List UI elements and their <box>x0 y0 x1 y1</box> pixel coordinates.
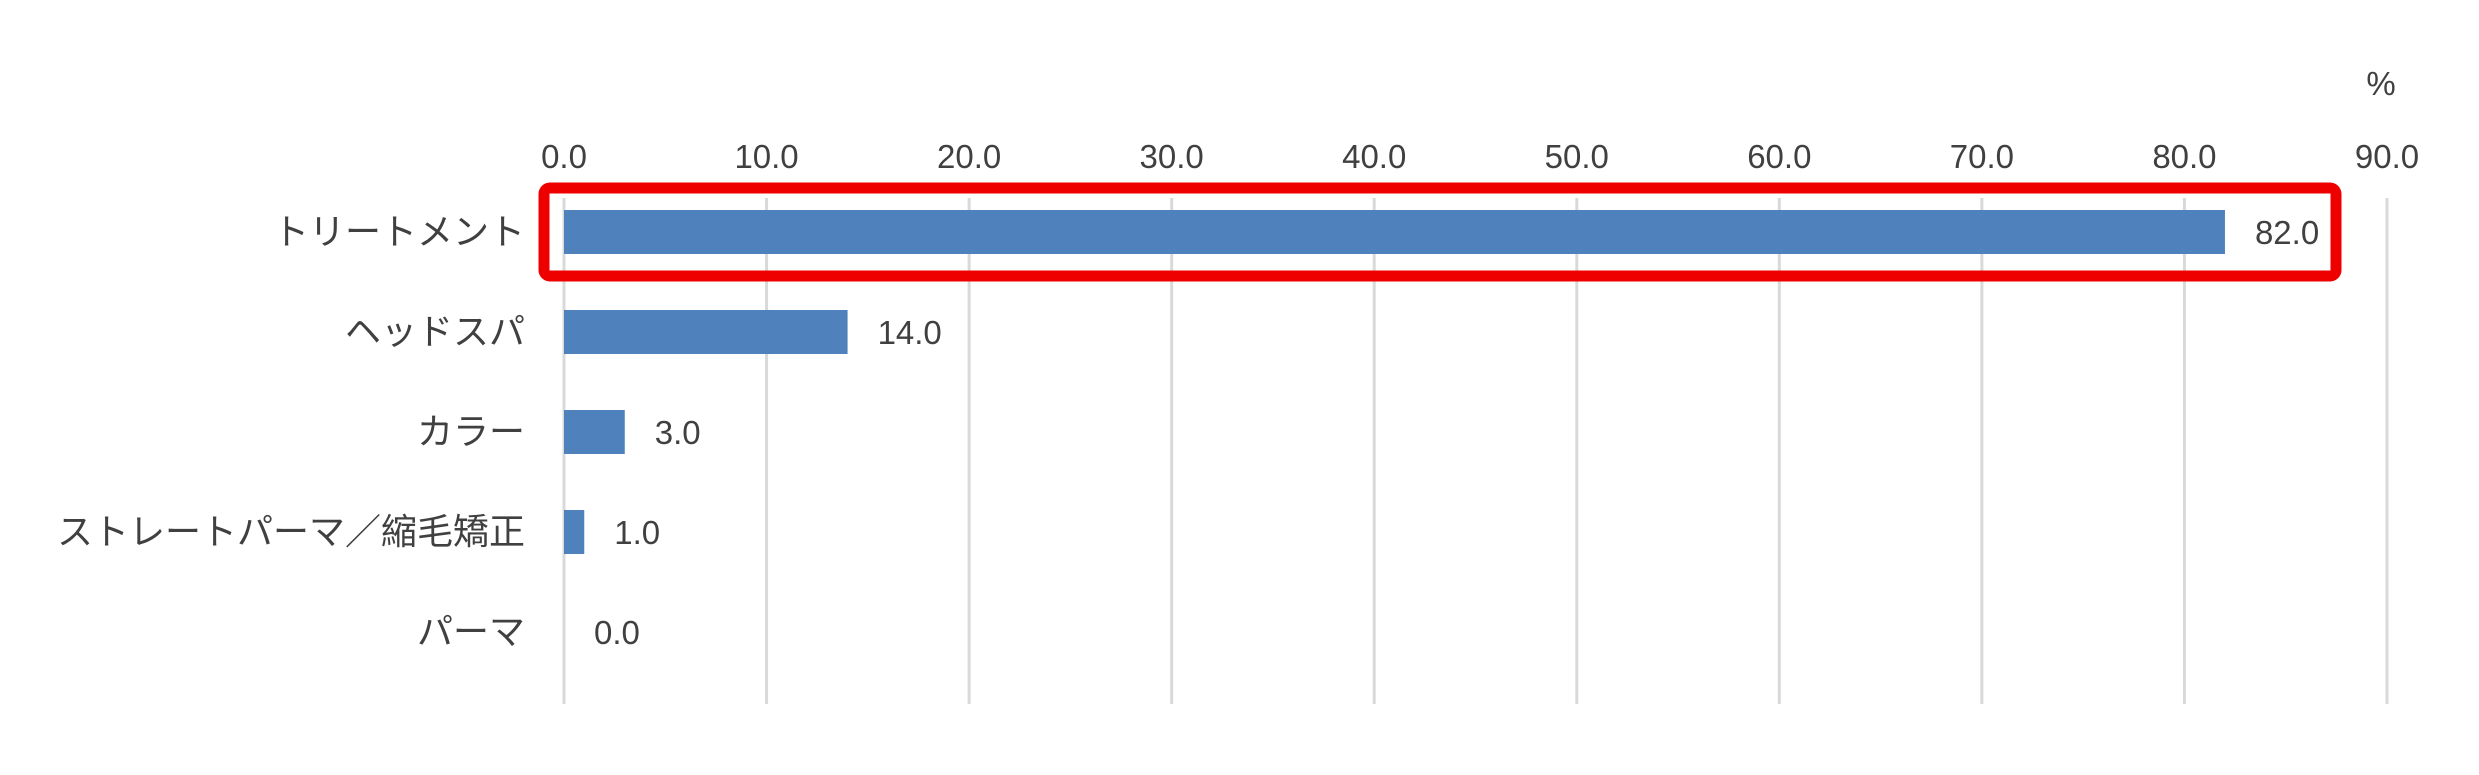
category-label: ストレートパーマ／縮毛矯正 <box>57 512 525 553</box>
x-tick-label: 10.0 <box>734 138 798 175</box>
x-tick-label: 20.0 <box>937 138 1001 175</box>
x-tick-label: 60.0 <box>1747 138 1811 175</box>
bar <box>564 510 585 554</box>
data-label: 3.0 <box>655 414 701 451</box>
x-tick-label: 70.0 <box>1950 138 2014 175</box>
x-axis-unit: % <box>2366 65 2395 102</box>
category-label: カラー <box>417 412 525 453</box>
data-label: 82.0 <box>2255 214 2319 251</box>
category-label: トリートメント <box>273 212 525 253</box>
x-tick-labels: 0.0 10.0 20.0 30.0 40.0 50.0 60.0 70.0 80.0 90.0 <box>541 138 2419 175</box>
x-tick-label: 40.0 <box>1342 138 1406 175</box>
data-label: 14.0 <box>878 314 942 351</box>
bar <box>564 210 2225 254</box>
data-label: 1.0 <box>614 514 660 551</box>
x-tick-label: 80.0 <box>2152 138 2216 175</box>
x-tick-label: 90.0 <box>2355 138 2419 175</box>
x-tick-label: 0.0 <box>541 138 587 175</box>
data-labels: 82.0 14.0 3.0 1.0 0.0 <box>594 214 2319 651</box>
data-label: 0.0 <box>594 614 640 651</box>
x-tick-label: 30.0 <box>1140 138 1204 175</box>
category-label: パーマ <box>417 612 525 653</box>
x-tick-label: 50.0 <box>1545 138 1609 175</box>
highlight-box <box>538 182 2342 282</box>
gridlines <box>562 198 2389 704</box>
bar <box>564 310 848 354</box>
bar <box>564 410 625 454</box>
bars <box>564 210 2225 554</box>
category-label: ヘッドスパ <box>345 312 525 353</box>
